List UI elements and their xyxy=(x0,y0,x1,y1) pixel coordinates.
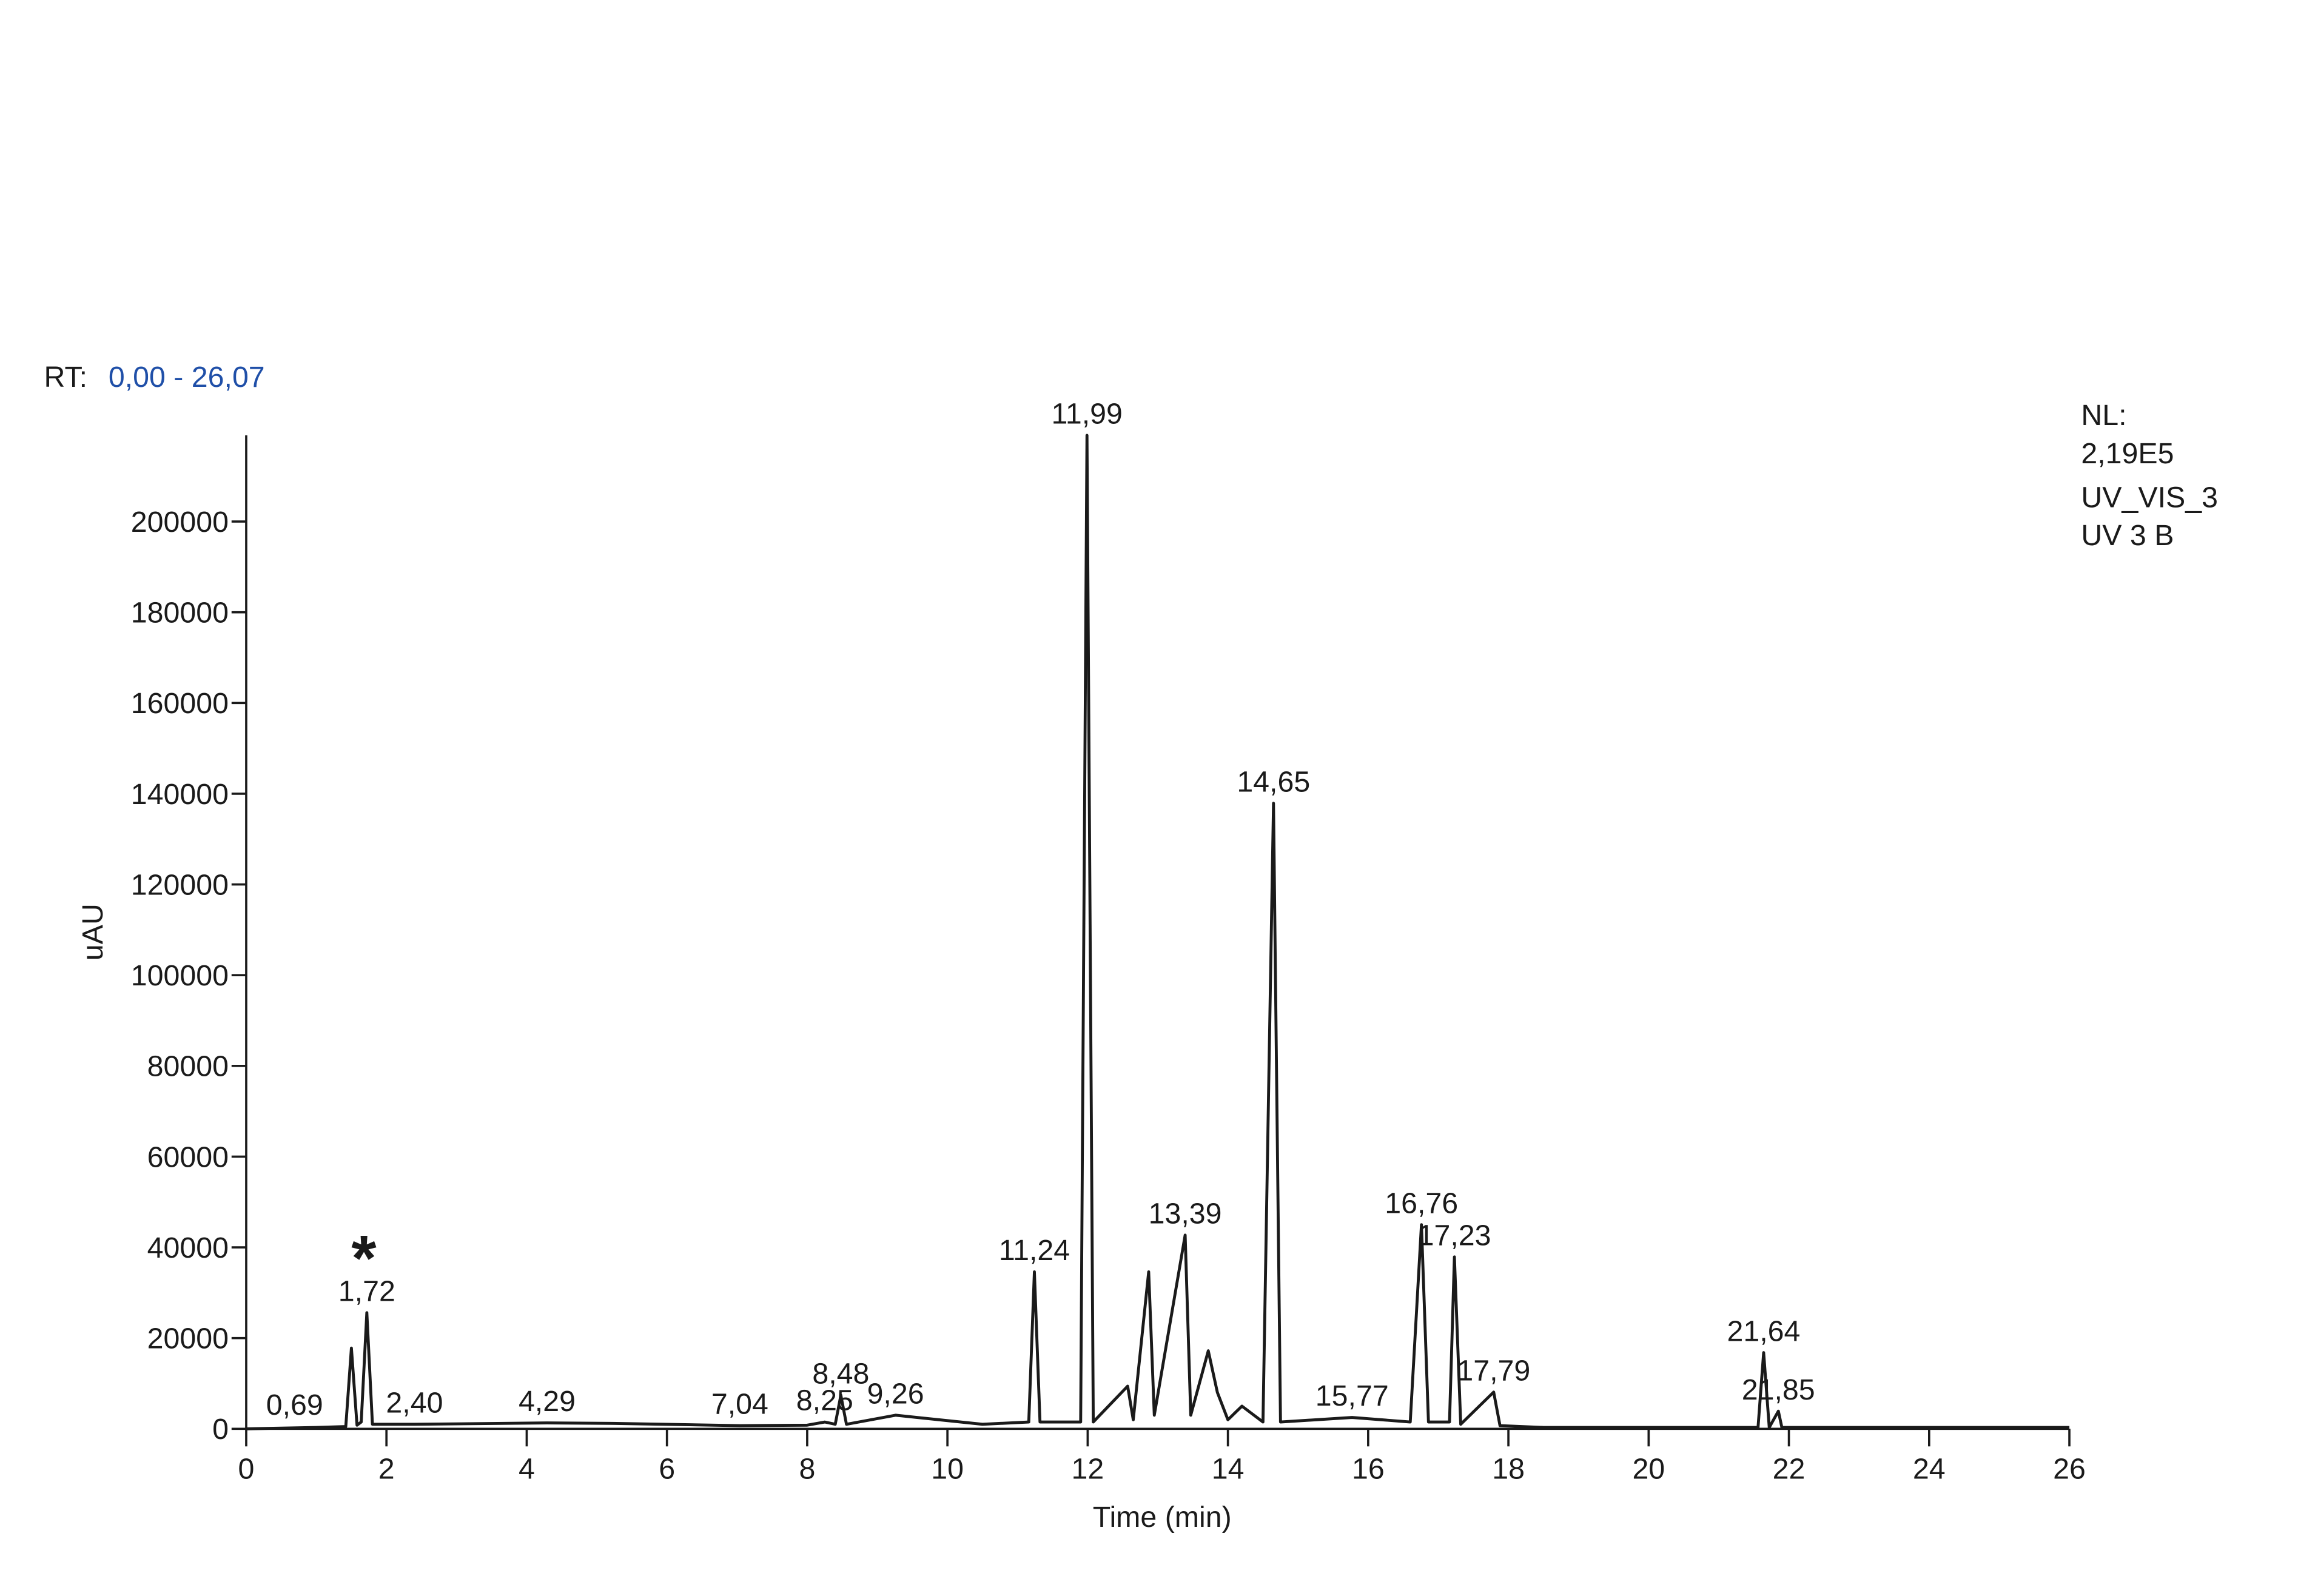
peak-label: 7,04 xyxy=(711,1388,768,1421)
y-tick-label: 40000 xyxy=(147,1232,229,1264)
peak-annotation: * xyxy=(351,1222,377,1295)
y-tick-label: 80000 xyxy=(147,1050,229,1083)
peak-label: 2,40 xyxy=(386,1386,443,1419)
y-tick-label: 120000 xyxy=(131,868,229,901)
peak-label: 8,25 xyxy=(796,1384,853,1417)
peak-label: 17,79 xyxy=(1457,1354,1530,1387)
peak-label: 16,76 xyxy=(1385,1187,1458,1219)
info-line: UV 3 B xyxy=(2081,519,2174,552)
x-tick-label: 12 xyxy=(1072,1452,1104,1485)
y-tick-label: 200000 xyxy=(131,506,229,538)
x-tick-label: 16 xyxy=(1352,1452,1385,1485)
peak-label: 11,99 xyxy=(1052,398,1123,431)
y-tick-label: 0 xyxy=(212,1413,229,1446)
peak-label: 21,85 xyxy=(1742,1373,1815,1406)
peak-label: 17,23 xyxy=(1418,1219,1491,1252)
y-tick-label: 20000 xyxy=(147,1323,229,1355)
peak-label: 11,24 xyxy=(999,1234,1070,1267)
y-tick-label: 180000 xyxy=(131,597,229,629)
rt-range: 0,00 - 26,07 xyxy=(109,361,265,394)
peak-label: 0,69 xyxy=(266,1389,323,1421)
x-tick-label: 14 xyxy=(1212,1452,1245,1485)
x-tick-label: 8 xyxy=(799,1452,815,1485)
y-axis-label: uAU xyxy=(76,904,109,961)
peak-label: 14,65 xyxy=(1237,765,1310,798)
peak-label: 1,72 xyxy=(338,1275,395,1307)
info-line: 2,19E5 xyxy=(2081,437,2174,470)
peak-label: 13,39 xyxy=(1149,1198,1222,1230)
x-tick-label: 24 xyxy=(1913,1452,1946,1485)
x-tick-label: 22 xyxy=(1773,1452,1806,1485)
y-tick-label: 160000 xyxy=(131,687,229,720)
x-tick-label: 20 xyxy=(1632,1452,1665,1485)
x-axis-label: Time (min) xyxy=(1093,1501,1232,1534)
x-tick-label: 10 xyxy=(931,1452,964,1485)
x-tick-label: 4 xyxy=(519,1452,535,1485)
y-tick-label: 60000 xyxy=(147,1141,229,1173)
peak-label: 21,64 xyxy=(1727,1315,1800,1347)
rt-label: RT: xyxy=(44,361,87,394)
x-tick-label: 26 xyxy=(2053,1452,2086,1485)
y-tick-label: 140000 xyxy=(131,778,229,811)
x-tick-label: 2 xyxy=(378,1452,395,1485)
peak-label: 8,48 xyxy=(812,1358,869,1390)
trace xyxy=(246,434,2070,1430)
info-line: NL: xyxy=(2081,399,2126,432)
x-tick-label: 6 xyxy=(659,1452,675,1485)
peak-label: 9,26 xyxy=(867,1378,924,1410)
x-tick-label: 18 xyxy=(1492,1452,1525,1485)
info-line: UV_VIS_3 xyxy=(2081,481,2218,514)
peak-label: 4,29 xyxy=(519,1385,576,1418)
y-tick-label: 100000 xyxy=(131,959,229,992)
peak-label: 15,77 xyxy=(1315,1380,1389,1412)
x-tick-label: 0 xyxy=(238,1452,255,1485)
